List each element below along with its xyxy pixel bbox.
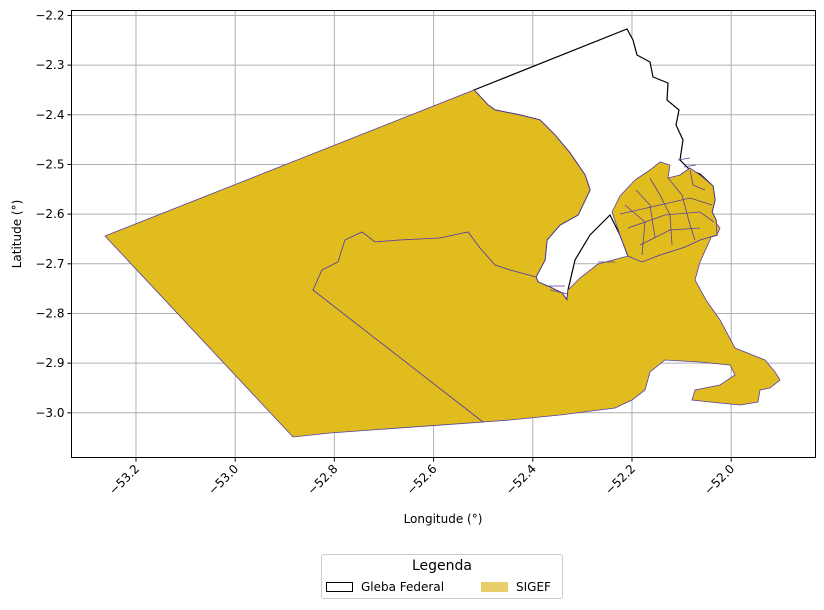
x-tick-label: −52.2 (602, 462, 638, 498)
y-tick-label: −2.8 (35, 306, 64, 320)
legend-label-gleba-federal: Gleba Federal (361, 580, 444, 594)
y-tick-label: −2.6 (35, 207, 64, 221)
x-axis-label: Longitude (°) (404, 512, 483, 526)
legend-item-gleba-federal: Gleba Federal (326, 580, 444, 594)
y-tick-label: −2.9 (35, 356, 64, 370)
x-tick-label: −52.4 (503, 462, 539, 498)
legend-title: Legenda (322, 558, 562, 574)
y-tick-label: −2.3 (35, 58, 64, 72)
x-tick-label: −52.6 (404, 462, 440, 498)
y-tick-label: −3.0 (35, 406, 64, 420)
x-tick-label: −53.2 (106, 462, 142, 498)
legend-swatch-gleba-federal (326, 582, 353, 592)
legend-swatch-sigef (481, 582, 508, 592)
y-axis-label: Latitude (°) (10, 200, 24, 269)
y-tick-label: −2.4 (35, 108, 64, 122)
x-axis-ticks: −53.2 −53.0 −52.8 −52.6 −52.4 −52.2 −52.0 (106, 458, 737, 498)
x-tick-label: −53.0 (205, 462, 241, 498)
legend-label-sigef: SIGEF (516, 580, 551, 594)
y-tick-label: −2.2 (35, 8, 64, 22)
legend: Legenda Gleba Federal SIGEF (321, 554, 563, 599)
legend-item-sigef: SIGEF (481, 580, 551, 594)
x-tick-label: −52.0 (701, 462, 737, 498)
y-axis-ticks: −2.2 −2.3 −2.4 −2.5 −2.6 −2.7 −2.8 −2.9 −3.0 (35, 8, 71, 419)
y-tick-label: −2.5 (35, 157, 64, 171)
y-tick-label: −2.7 (35, 257, 64, 271)
x-tick-label: −52.8 (305, 462, 341, 498)
